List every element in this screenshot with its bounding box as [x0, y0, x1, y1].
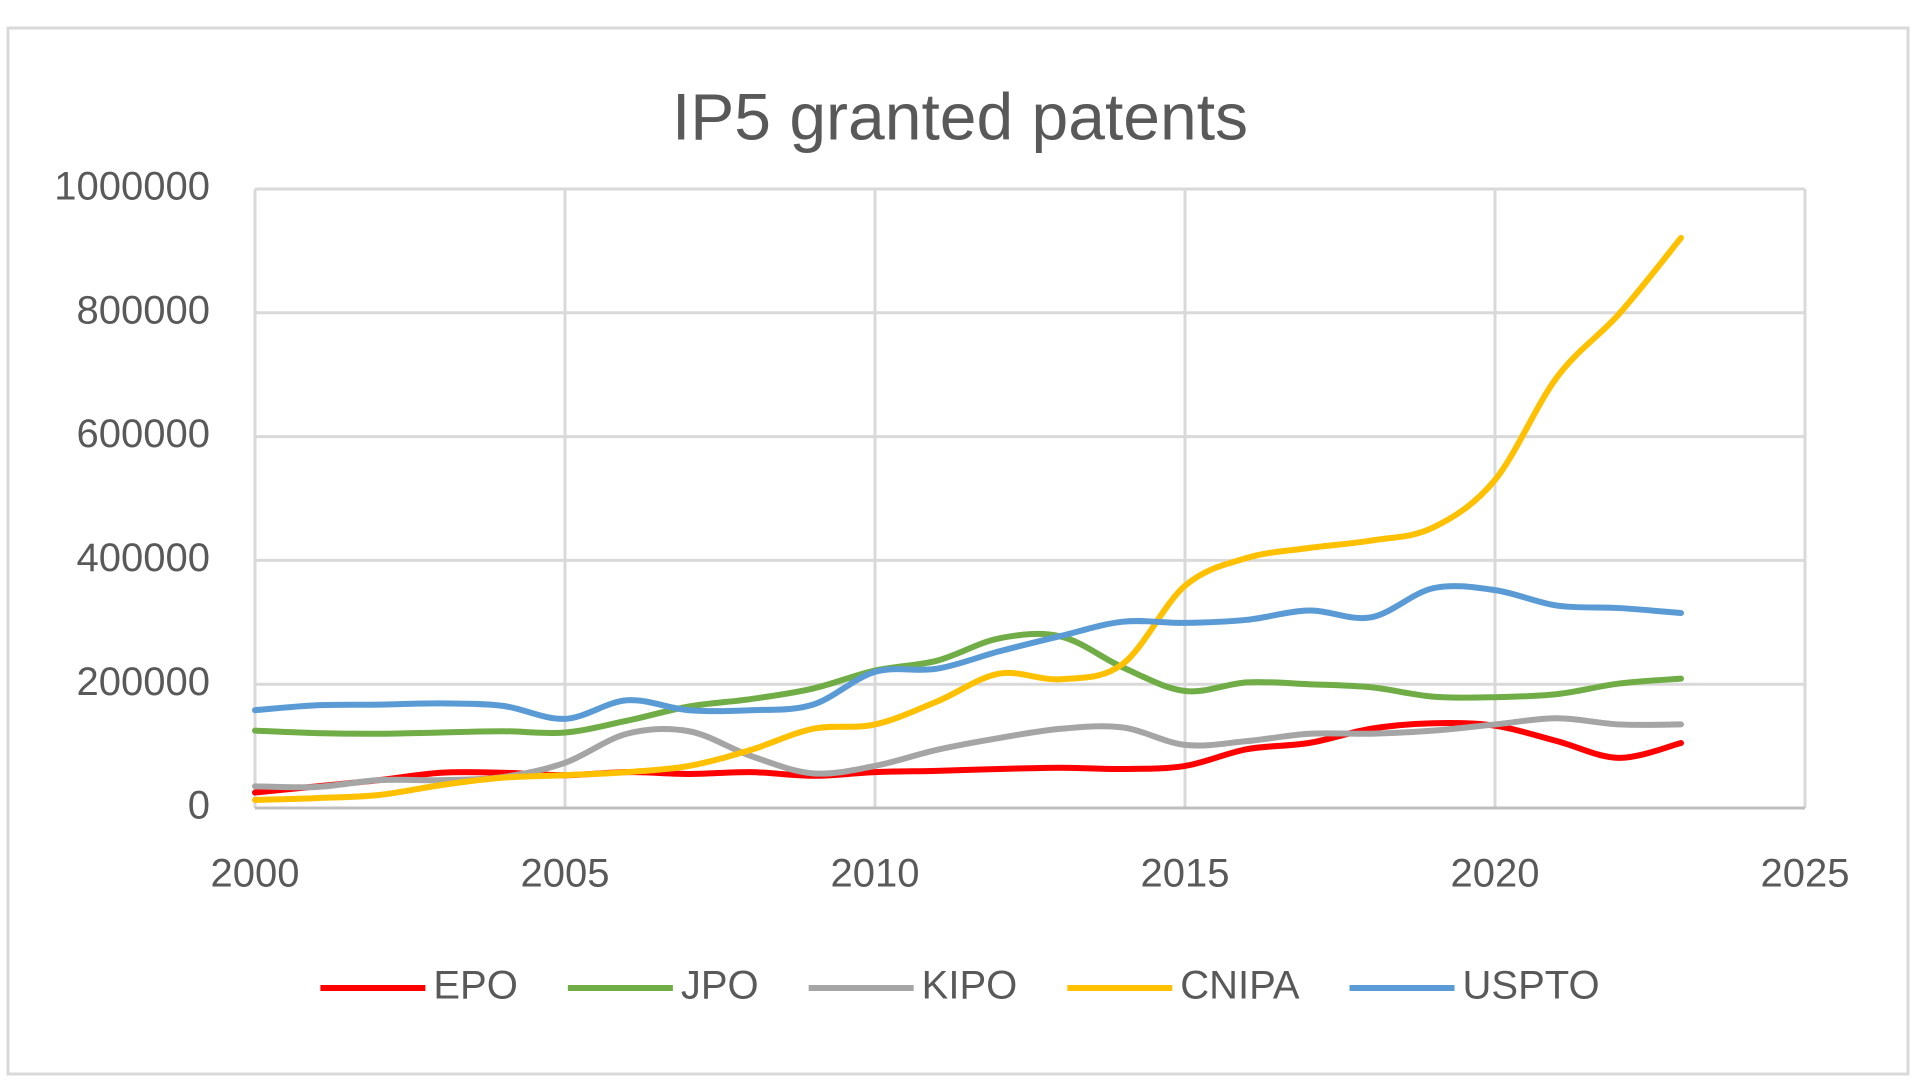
- legend-label: JPO: [681, 964, 759, 1008]
- x-tick-label: 2025: [1761, 852, 1850, 896]
- y-tick-label: 200000: [77, 660, 210, 704]
- chart-title: IP5 granted patents: [672, 79, 1248, 153]
- x-tick-label: 2010: [831, 852, 920, 896]
- x-tick-label: 2020: [1451, 852, 1540, 896]
- x-tick-label: 2015: [1141, 852, 1230, 896]
- y-tick-label: 800000: [77, 288, 210, 332]
- chart-frame: [8, 28, 1908, 1074]
- y-tick-label: 400000: [77, 536, 210, 580]
- legend-label: EPO: [433, 964, 517, 1008]
- legend-label: USPTO: [1463, 964, 1600, 1008]
- x-tick-label: 2000: [211, 852, 300, 896]
- legend-label: KIPO: [922, 964, 1018, 1008]
- y-tick-label: 0: [188, 784, 210, 828]
- y-tick-label: 1000000: [54, 165, 210, 209]
- x-tick-label: 2005: [521, 852, 610, 896]
- y-tick-label: 600000: [77, 412, 210, 456]
- legend-label: CNIPA: [1180, 964, 1300, 1008]
